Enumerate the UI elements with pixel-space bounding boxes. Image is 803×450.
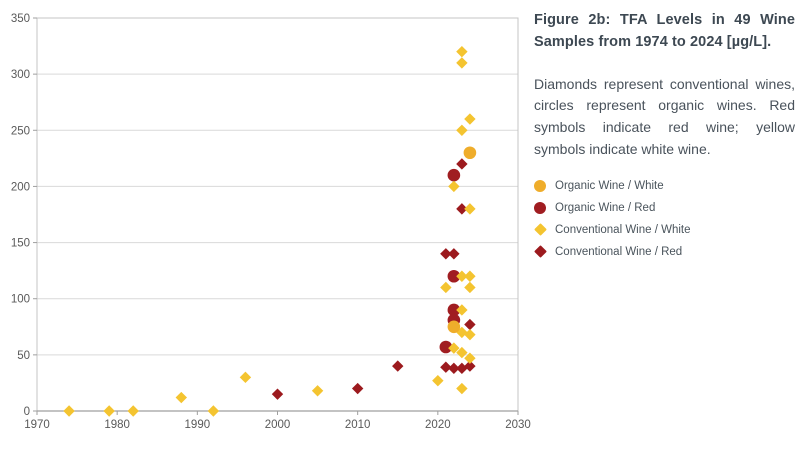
y-tick-label: 150 — [11, 238, 30, 250]
point-conventional-wine-white — [207, 405, 220, 417]
point-conventional-wine-white — [456, 346, 468, 359]
point-conventional-wine-red — [448, 362, 460, 375]
y-tick-label: 0 — [24, 406, 30, 418]
x-tick-label: 2030 — [505, 419, 531, 431]
point-conventional-wine-white — [464, 352, 476, 364]
legend-item: Organic Wine / Red — [534, 200, 795, 215]
diamond-marker-icon — [533, 245, 547, 259]
figure-title: Figure 2b: TFA Levels in 49 Wine Samples… — [534, 12, 795, 50]
legend-item: Conventional Wine / White — [533, 222, 795, 237]
point-conventional-wine-white — [448, 342, 460, 354]
y-tick-label: 350 — [11, 13, 30, 25]
point-organic-wine-red — [439, 340, 453, 354]
point-conventional-wine-white — [432, 374, 444, 387]
circle-marker-icon — [534, 179, 546, 192]
x-tick-label: 2020 — [425, 419, 451, 431]
point-conventional-wine-white — [103, 405, 115, 417]
point-conventional-wine-white — [175, 391, 187, 404]
point-conventional-wine-red — [456, 362, 468, 375]
point-conventional-wine-white — [456, 57, 468, 69]
diamond-marker-icon — [533, 223, 547, 237]
legend-item: Conventional Wine / Red — [533, 244, 795, 259]
point-conventional-wine-white — [311, 385, 324, 397]
point-conventional-wine-red — [456, 203, 468, 215]
point-conventional-wine-red — [351, 382, 364, 395]
point-conventional-wine-red — [392, 360, 404, 372]
x-tick-label: 1970 — [24, 419, 50, 431]
figure-description: Diamonds represent conventional wines, c… — [534, 75, 795, 158]
point-conventional-wine-white — [464, 113, 476, 125]
y-tick-label: 300 — [11, 69, 30, 81]
point-organic-wine-red — [447, 168, 461, 182]
legend-item: Organic Wine / White — [534, 178, 795, 193]
point-organic-wine-red — [447, 303, 461, 317]
point-conventional-wine-red — [440, 361, 452, 373]
point-conventional-wine-white — [464, 328, 476, 341]
point-conventional-wine-white — [63, 405, 75, 417]
point-conventional-wine-red — [464, 360, 476, 372]
point-conventional-wine-white — [456, 124, 468, 136]
y-tick-label: 200 — [11, 181, 30, 193]
point-conventional-wine-white — [456, 270, 468, 282]
point-conventional-wine-white — [456, 382, 468, 395]
point-conventional-wine-white — [464, 203, 476, 215]
point-conventional-wine-red — [456, 158, 468, 170]
chart-legend: Organic Wine / White Organic Wine / Red Co… — [533, 178, 795, 259]
point-conventional-wine-red — [448, 248, 460, 260]
point-conventional-wine-white — [448, 180, 460, 193]
x-tick-label: 2010 — [345, 419, 371, 431]
x-tick-label: 1980 — [104, 419, 130, 431]
point-conventional-wine-white — [464, 270, 476, 282]
point-conventional-wine-white — [456, 45, 468, 58]
x-tick-label: 2000 — [265, 419, 291, 431]
legend-item-label: Conventional Wine / Red — [555, 245, 683, 258]
y-tick-label: 100 — [11, 294, 30, 306]
point-conventional-wine-white — [440, 281, 452, 294]
scatter-plot-canvas: 0 50 100 150 200 250 300 350 1970 1980 1990 2000 201… — [11, 13, 531, 431]
circle-marker-icon — [534, 201, 546, 214]
legend-item-label: Organic Wine / White — [555, 179, 664, 192]
y-tick-label: 50 — [17, 350, 30, 362]
point-organic-wine-red — [447, 269, 461, 283]
x-tick-label: 1990 — [185, 419, 211, 431]
point-organic-wine-white — [463, 146, 477, 160]
point-conventional-wine-white — [127, 405, 139, 417]
y-tick-label: 250 — [11, 125, 30, 137]
point-conventional-wine-white — [464, 281, 476, 294]
tfa-scatter-chart: 0 50 100 150 200 250 300 350 1970 1980 1990 2000 201… — [11, 13, 531, 431]
point-conventional-wine-red — [464, 318, 476, 331]
point-organic-wine-white — [447, 320, 461, 334]
point-conventional-wine-white — [456, 304, 468, 316]
point-conventional-wine-red — [271, 388, 284, 400]
point-conventional-wine-white — [239, 371, 252, 384]
caption-panel: Figure 2b: TFA Levels in 49 Wine Samples… — [533, 10, 795, 259]
point-conventional-wine-red — [440, 248, 452, 260]
legend-item-label: Conventional Wine / White — [555, 223, 691, 236]
legend-item-label: Organic Wine / Red — [555, 201, 656, 214]
